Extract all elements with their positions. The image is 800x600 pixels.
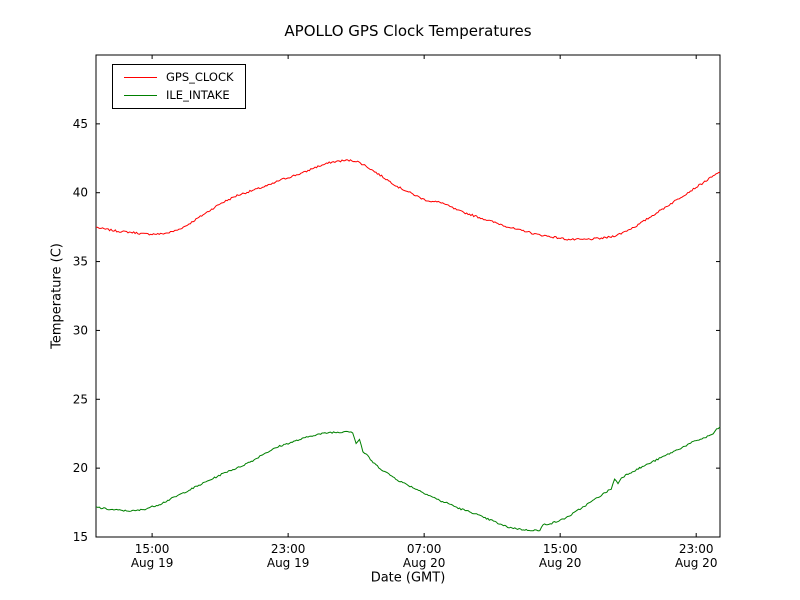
svg-text:Aug 20: Aug 20 bbox=[675, 556, 718, 570]
svg-text:25: 25 bbox=[73, 392, 88, 406]
svg-text:Aug 19: Aug 19 bbox=[131, 556, 174, 570]
legend: GPS_CLOCK ILE_INTAKE bbox=[112, 64, 246, 109]
legend-label-ile-intake: ILE_INTAKE bbox=[166, 88, 230, 102]
legend-item-ile-intake: ILE_INTAKE bbox=[124, 89, 234, 102]
svg-text:Aug 19: Aug 19 bbox=[267, 556, 310, 570]
legend-item-gps-clock: GPS_CLOCK bbox=[124, 71, 234, 84]
legend-label-gps-clock: GPS_CLOCK bbox=[166, 70, 234, 84]
svg-text:Aug 20: Aug 20 bbox=[539, 556, 582, 570]
svg-text:15: 15 bbox=[73, 530, 88, 544]
svg-text:20: 20 bbox=[73, 461, 88, 475]
svg-text:35: 35 bbox=[73, 255, 88, 269]
svg-text:45: 45 bbox=[73, 117, 88, 131]
svg-text:23:00: 23:00 bbox=[679, 542, 714, 556]
svg-text:15:00: 15:00 bbox=[543, 542, 578, 556]
svg-text:40: 40 bbox=[73, 186, 88, 200]
svg-text:23:00: 23:00 bbox=[271, 542, 306, 556]
y-axis-label: Temperature (C) bbox=[49, 243, 65, 349]
x-axis-label: Date (GMT) bbox=[370, 570, 446, 586]
svg-text:07:00: 07:00 bbox=[407, 542, 442, 556]
chart-title: APOLLO GPS Clock Temperatures bbox=[284, 22, 532, 40]
legend-line-gps-clock bbox=[124, 77, 157, 78]
legend-line-ile-intake bbox=[124, 95, 157, 96]
svg-text:30: 30 bbox=[73, 323, 88, 337]
svg-text:15:00: 15:00 bbox=[135, 542, 170, 556]
svg-text:Aug 20: Aug 20 bbox=[403, 556, 446, 570]
